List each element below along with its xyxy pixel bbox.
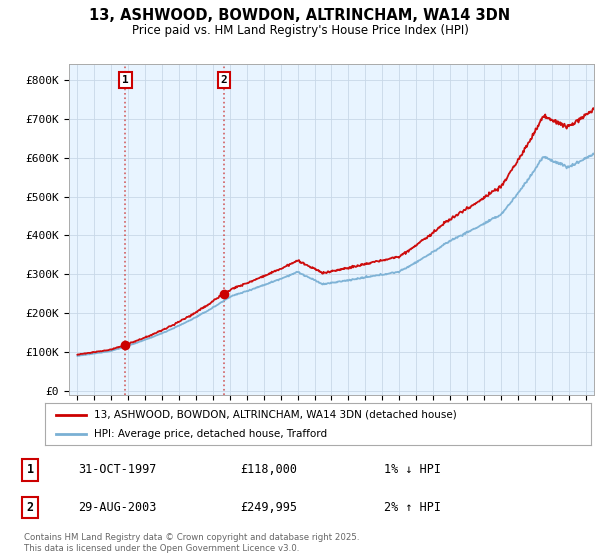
Text: 31-OCT-1997: 31-OCT-1997 [78,464,157,477]
Text: Price paid vs. HM Land Registry's House Price Index (HPI): Price paid vs. HM Land Registry's House … [131,24,469,36]
Text: 1% ↓ HPI: 1% ↓ HPI [384,464,441,477]
Text: £118,000: £118,000 [240,464,297,477]
Text: 2: 2 [221,75,227,85]
Text: 2% ↑ HPI: 2% ↑ HPI [384,501,441,514]
Text: 13, ASHWOOD, BOWDON, ALTRINCHAM, WA14 3DN: 13, ASHWOOD, BOWDON, ALTRINCHAM, WA14 3D… [89,8,511,24]
Text: HPI: Average price, detached house, Trafford: HPI: Average price, detached house, Traf… [94,429,327,439]
Text: Contains HM Land Registry data © Crown copyright and database right 2025.
This d: Contains HM Land Registry data © Crown c… [24,533,359,553]
Text: £249,995: £249,995 [240,501,297,514]
Text: 29-AUG-2003: 29-AUG-2003 [78,501,157,514]
Text: 1: 1 [26,464,34,477]
Text: 2: 2 [26,501,34,514]
Text: 1: 1 [122,75,129,85]
Text: 13, ASHWOOD, BOWDON, ALTRINCHAM, WA14 3DN (detached house): 13, ASHWOOD, BOWDON, ALTRINCHAM, WA14 3D… [94,409,457,419]
